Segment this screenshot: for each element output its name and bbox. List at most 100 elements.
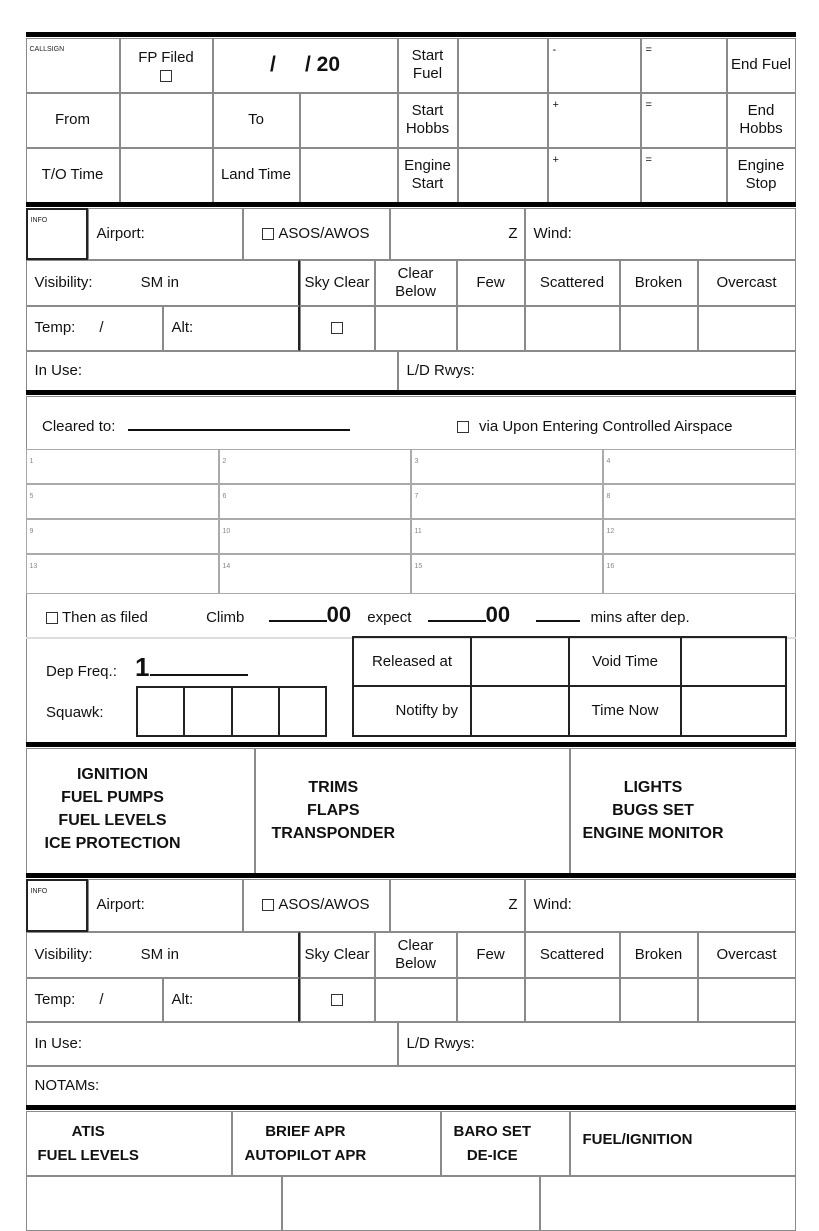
hobbs-plus-field[interactable]: + bbox=[547, 92, 641, 148]
route-cell[interactable]: 3 bbox=[410, 448, 603, 484]
route-cell[interactable]: 10 bbox=[218, 518, 411, 554]
route-cell[interactable]: 4 bbox=[602, 448, 796, 484]
checklist-item: BUGS SET bbox=[612, 801, 694, 819]
hobbs-equals-field[interactable]: = bbox=[640, 92, 727, 148]
route-cell-number: 7 bbox=[414, 492, 419, 500]
route-cell[interactable]: 6 bbox=[218, 483, 411, 519]
date-field[interactable]: / / 20 bbox=[212, 37, 398, 93]
info-label: INFO bbox=[30, 887, 48, 895]
notams-field[interactable]: NOTAMs: bbox=[25, 1065, 796, 1106]
sm-in-label: SM in bbox=[140, 273, 179, 291]
asos-checkbox[interactable] bbox=[262, 899, 275, 911]
then-as-filed-checkbox[interactable] bbox=[46, 612, 58, 625]
squawk-digit-3[interactable] bbox=[233, 688, 280, 735]
squawk-digit-1[interactable] bbox=[138, 688, 186, 735]
route-cell[interactable]: 2 bbox=[218, 448, 411, 484]
visibility-field[interactable]: Visibility: SM in bbox=[25, 259, 300, 306]
checklist2-col-2-items: BRIEF APR AUTOPILOT APR bbox=[245, 1120, 367, 1168]
fp-filed-checkbox[interactable] bbox=[160, 69, 172, 82]
engine-start-field[interactable] bbox=[457, 147, 548, 203]
temp-field[interactable]: Temp: / bbox=[25, 977, 163, 1022]
notes-field-1[interactable] bbox=[25, 1175, 282, 1231]
engine-stop-label: Engine Stop bbox=[726, 147, 796, 203]
route-cell[interactable]: 9 bbox=[25, 518, 219, 554]
checklist2-col-4: FUEL/IGNITION bbox=[569, 1110, 796, 1176]
mins-after-label: mins after dep. bbox=[590, 609, 690, 626]
route-cell[interactable]: 11 bbox=[410, 518, 603, 554]
info-box[interactable]: INFO bbox=[25, 207, 88, 260]
time-z-field[interactable]: Z bbox=[389, 207, 525, 260]
checklist-item: FUEL PUMPS bbox=[61, 788, 164, 806]
notes-field-2[interactable] bbox=[281, 1175, 540, 1231]
cleared-to-input[interactable] bbox=[127, 429, 350, 431]
notify-by-field[interactable] bbox=[472, 686, 570, 735]
notes-field-3[interactable] bbox=[539, 1175, 796, 1231]
overcast-field[interactable] bbox=[697, 977, 796, 1022]
start-hobbs-field[interactable] bbox=[457, 92, 548, 148]
sky-clear-checkbox[interactable] bbox=[331, 322, 343, 334]
alt-field[interactable]: Alt: bbox=[162, 305, 300, 351]
in-use-field[interactable]: In Use: bbox=[25, 1021, 398, 1066]
squawk-digit-4[interactable] bbox=[280, 688, 325, 735]
void-time-field[interactable] bbox=[682, 638, 785, 687]
released-at-field[interactable] bbox=[472, 638, 570, 687]
in-use-field[interactable]: In Use: bbox=[25, 350, 398, 391]
engine-equals-field[interactable]: = bbox=[640, 147, 727, 203]
few-field[interactable] bbox=[456, 305, 525, 351]
route-cell[interactable]: 15 bbox=[410, 553, 603, 594]
broken-field[interactable] bbox=[619, 305, 698, 351]
airport-field[interactable]: Airport: bbox=[87, 207, 243, 260]
asos-awos-cell[interactable]: ASOS/AWOS bbox=[242, 207, 390, 260]
scattered-field[interactable] bbox=[524, 977, 620, 1022]
asos-checkbox[interactable] bbox=[262, 227, 275, 240]
route-cell[interactable]: 1 bbox=[25, 448, 219, 484]
route-cell[interactable]: 14 bbox=[218, 553, 411, 594]
scattered-field[interactable] bbox=[524, 305, 620, 351]
from-field[interactable] bbox=[119, 92, 213, 148]
ld-rwys-field[interactable]: L/D Rwys: bbox=[397, 350, 796, 391]
clear-below-field[interactable] bbox=[374, 305, 457, 351]
temp-field[interactable]: Temp: / bbox=[25, 305, 163, 351]
few-field[interactable] bbox=[456, 977, 525, 1022]
airport-field[interactable]: Airport: bbox=[87, 878, 243, 932]
land-time-field[interactable] bbox=[299, 147, 398, 203]
via-checkbox[interactable] bbox=[457, 421, 469, 434]
to-field[interactable] bbox=[299, 92, 398, 148]
info-box[interactable]: INFO bbox=[25, 878, 88, 932]
squawk-digit-2[interactable] bbox=[185, 688, 233, 735]
asos-awos-cell[interactable]: ASOS/AWOS bbox=[242, 878, 390, 932]
start-fuel-field[interactable] bbox=[457, 37, 548, 93]
to-time-field[interactable] bbox=[119, 147, 213, 203]
checklist-item: TRIMS bbox=[308, 778, 359, 796]
broken-field[interactable] bbox=[619, 977, 698, 1022]
callsign-field[interactable]: CALLSIGN bbox=[25, 37, 120, 93]
route-cell[interactable]: 7 bbox=[410, 483, 603, 519]
alt-field[interactable]: Alt: bbox=[162, 977, 300, 1022]
engine-plus-field[interactable]: + bbox=[547, 147, 641, 203]
callsign-label: CALLSIGN bbox=[29, 45, 65, 53]
route-cell[interactable]: 12 bbox=[602, 518, 796, 554]
clear-below-field[interactable] bbox=[374, 977, 457, 1022]
checklist-item: IGNITION bbox=[76, 765, 149, 783]
route-cell[interactable]: 8 bbox=[602, 483, 796, 519]
dep-freq-input[interactable] bbox=[149, 674, 248, 676]
time-z-field[interactable]: Z bbox=[389, 878, 525, 932]
overcast-field[interactable] bbox=[697, 305, 796, 351]
expect-input[interactable] bbox=[427, 620, 486, 622]
to-time-label: T/O Time bbox=[25, 147, 120, 203]
fuel-equals-field[interactable]: = bbox=[640, 37, 727, 93]
airport-label: Airport: bbox=[96, 896, 145, 913]
wind-field[interactable]: Wind: bbox=[524, 878, 796, 932]
sky-clear-checkbox[interactable] bbox=[331, 993, 343, 1006]
wind-field[interactable]: Wind: bbox=[524, 207, 796, 260]
route-cell-number: 3 bbox=[414, 457, 419, 465]
climb-input[interactable] bbox=[268, 620, 327, 622]
fuel-minus-field[interactable]: - bbox=[547, 37, 641, 93]
mins-input[interactable] bbox=[536, 620, 581, 622]
visibility-field[interactable]: Visibility: SM in bbox=[25, 931, 300, 978]
route-cell[interactable]: 5 bbox=[25, 483, 219, 519]
route-cell[interactable]: 13 bbox=[25, 553, 219, 594]
ld-rwys-field[interactable]: L/D Rwys: bbox=[397, 1021, 796, 1066]
time-now-field[interactable] bbox=[682, 687, 785, 736]
route-cell[interactable]: 16 bbox=[602, 553, 796, 594]
